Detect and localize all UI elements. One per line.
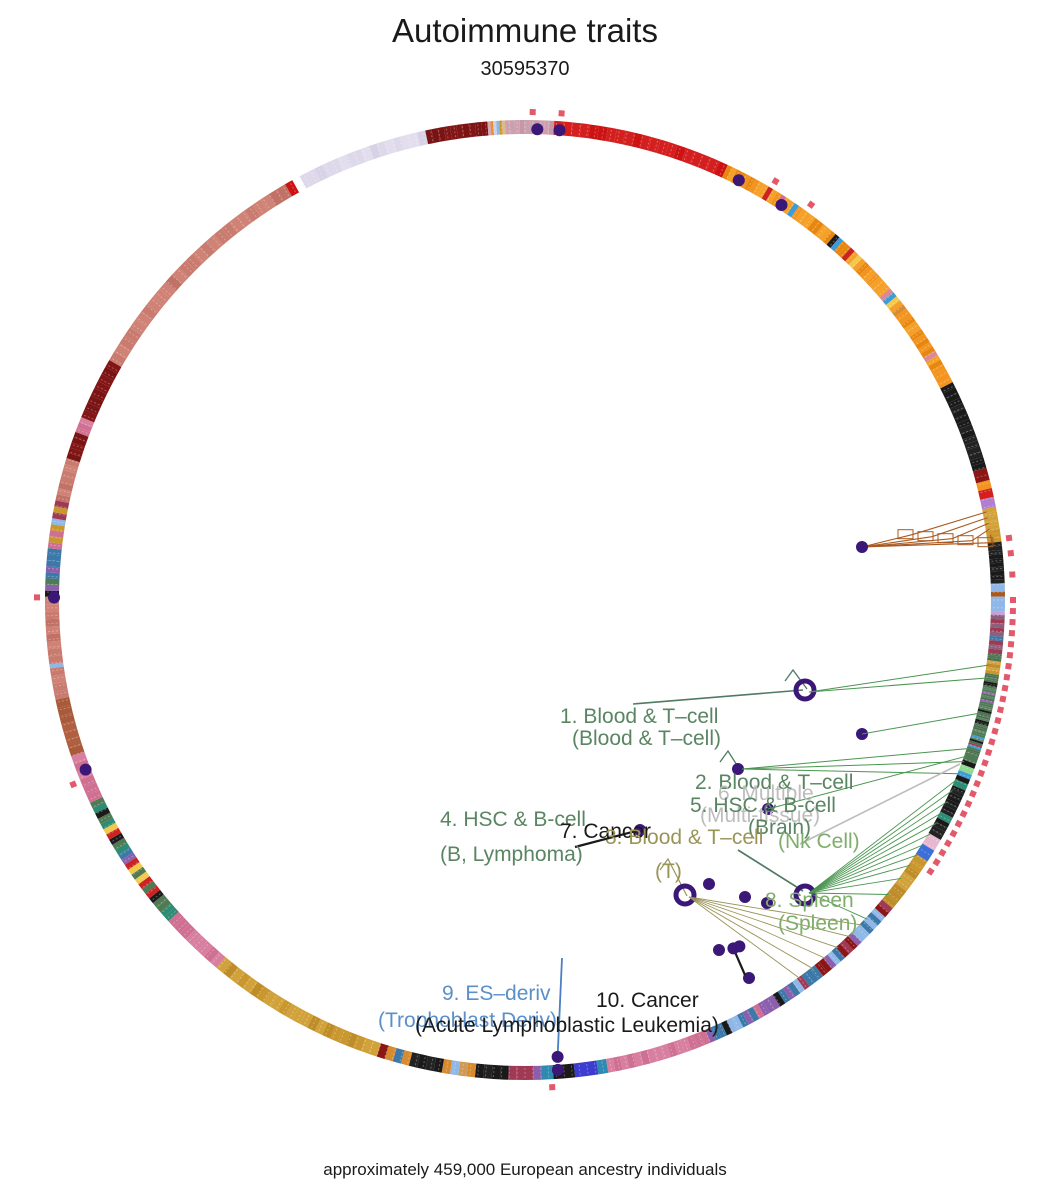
svg-text:3. Blood & T–cell: 3. Blood & T–cell bbox=[605, 826, 763, 849]
svg-text:(Spleen): (Spleen) bbox=[778, 912, 857, 935]
svg-text:5. HSC & B-cell: 5. HSC & B-cell bbox=[690, 794, 836, 817]
svg-text:(B, Lymphoma): (B, Lymphoma) bbox=[440, 843, 583, 866]
svg-text:(T): (T) bbox=[655, 860, 682, 883]
svg-text:(Acute Lymphoblastic Leukemia): (Acute Lymphoblastic Leukemia) bbox=[415, 1014, 719, 1037]
svg-text:10. Cancer: 10. Cancer bbox=[596, 989, 699, 1012]
svg-text:9. ES–deriv: 9. ES–deriv bbox=[442, 982, 551, 1005]
svg-text:8. Spleen: 8. Spleen bbox=[765, 889, 854, 912]
svg-text:(Nk Cell): (Nk Cell) bbox=[778, 830, 860, 853]
svg-text:1. Blood & T–cell: 1. Blood & T–cell bbox=[560, 705, 718, 728]
svg-text:(Blood & T–cell): (Blood & T–cell) bbox=[572, 727, 721, 750]
